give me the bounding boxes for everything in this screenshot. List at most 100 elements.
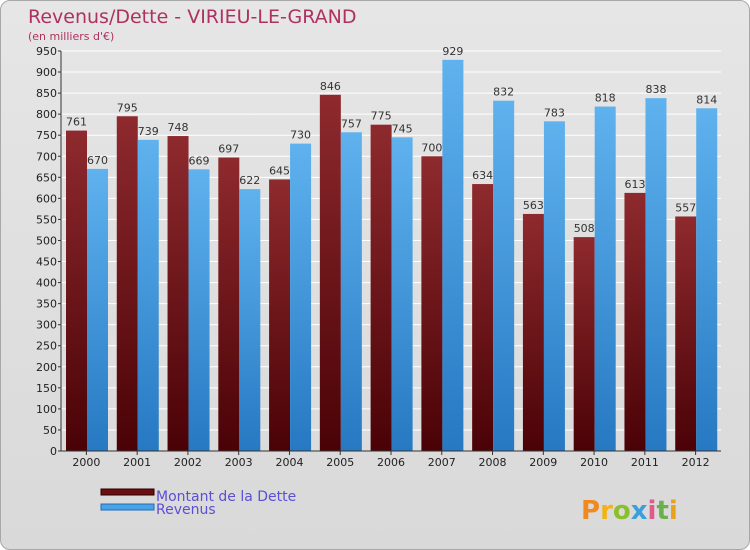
y-tick-label: 950 xyxy=(36,45,57,58)
data-label-debt: 795 xyxy=(117,101,138,114)
data-label-debt: 613 xyxy=(624,178,645,191)
y-tick-label: 50 xyxy=(43,424,57,437)
bar-revenus xyxy=(645,98,667,451)
bar-debt xyxy=(116,116,138,452)
bar-debt xyxy=(421,156,443,451)
axes xyxy=(58,50,721,455)
x-tick-label: 2000 xyxy=(72,456,100,469)
bar-debt xyxy=(319,94,341,451)
y-axis-ticks: 0 50 100 150 200 250 300 350 400 450 500 550 600 650 7… xyxy=(36,45,57,458)
data-label-revenus: 929 xyxy=(442,45,463,58)
data-label-debt: 557 xyxy=(675,201,696,214)
data-label-debt: 634 xyxy=(472,169,493,182)
legend-swatch-revenus xyxy=(100,503,155,511)
y-tick-label: 800 xyxy=(36,108,57,121)
x-tick-label: 2012 xyxy=(682,456,710,469)
y-tick-label: 550 xyxy=(36,213,57,226)
logo-text: Proxiti xyxy=(581,496,678,526)
y-tick-label: 350 xyxy=(36,298,57,311)
y-tick-label: 900 xyxy=(36,66,57,79)
bar-revenus xyxy=(696,108,718,452)
x-tick-label: 2010 xyxy=(580,456,608,469)
data-label-debt: 846 xyxy=(320,80,341,93)
data-label-revenus: 783 xyxy=(544,106,565,119)
y-tick-label: 300 xyxy=(36,319,57,332)
bar-revenus xyxy=(137,139,159,451)
data-label-revenus: 730 xyxy=(290,129,311,142)
data-label-revenus: 838 xyxy=(645,83,666,96)
bar-debt xyxy=(573,237,595,451)
bar-revenus xyxy=(594,106,616,451)
x-tick-label: 2003 xyxy=(225,456,253,469)
data-label-revenus: 622 xyxy=(239,174,260,187)
data-label-revenus: 739 xyxy=(138,125,159,138)
bar-debt xyxy=(522,213,544,451)
legend-label-revenus: Revenus xyxy=(156,502,216,518)
y-tick-label: 400 xyxy=(36,277,57,290)
y-tick-label: 250 xyxy=(36,340,57,353)
bar-revenus xyxy=(239,189,261,451)
bar-debt xyxy=(675,216,697,451)
bar-revenus xyxy=(493,100,515,452)
y-tick-label: 600 xyxy=(36,192,57,205)
data-label-debt: 563 xyxy=(523,199,544,212)
y-tick-label: 100 xyxy=(36,403,57,416)
bar-revenus xyxy=(442,59,464,452)
y-tick-label: 150 xyxy=(36,382,57,395)
bar-revenus xyxy=(543,121,565,451)
x-tick-label: 2004 xyxy=(275,456,303,469)
y-tick-label: 200 xyxy=(36,361,57,374)
y-tick-label: 0 xyxy=(50,445,57,458)
y-tick-label: 650 xyxy=(36,171,57,184)
data-label-revenus: 814 xyxy=(696,93,717,106)
x-tick-label: 2006 xyxy=(377,456,405,469)
y-tick-label: 450 xyxy=(36,256,57,269)
bar-revenus xyxy=(188,169,210,451)
data-label-revenus: 745 xyxy=(392,122,413,135)
proxiti-logo: Proxiti xyxy=(581,496,678,526)
data-label-revenus: 670 xyxy=(87,154,108,167)
legend: Montant de la Dette Revenus xyxy=(100,488,296,518)
bar-debt xyxy=(472,184,494,452)
bar-debt xyxy=(269,179,291,451)
legend-label-debt: Montant de la Dette xyxy=(156,489,296,505)
bar-debt xyxy=(370,124,392,452)
bar-debt xyxy=(167,136,189,452)
x-tick-label: 2007 xyxy=(428,456,456,469)
data-label-debt: 775 xyxy=(371,110,392,123)
legend-swatch-debt xyxy=(100,488,155,496)
data-label-revenus: 669 xyxy=(189,154,210,167)
x-tick-label: 2005 xyxy=(326,456,354,469)
x-tick-label: 2009 xyxy=(529,456,557,469)
bar-debt xyxy=(624,192,646,452)
bars xyxy=(66,59,718,452)
data-label-debt: 508 xyxy=(574,222,595,235)
bar-revenus xyxy=(87,168,108,452)
x-tick-label: 2011 xyxy=(631,456,659,469)
bar-revenus xyxy=(340,132,362,451)
y-tick-label: 750 xyxy=(36,129,57,142)
bar-revenus xyxy=(290,143,312,451)
data-label-debt: 697 xyxy=(218,143,239,156)
data-label-debt: 700 xyxy=(421,141,442,154)
data-label-revenus: 818 xyxy=(595,92,616,105)
y-tick-label: 500 xyxy=(36,234,57,247)
data-label-debt: 761 xyxy=(66,116,87,129)
x-axis-ticks: 2000 2001 2002 2003 2004 2005 2006 2007 2008 2009… xyxy=(72,456,709,469)
data-label-debt: 748 xyxy=(168,121,189,134)
x-tick-label: 2001 xyxy=(123,456,151,469)
data-label-debt: 645 xyxy=(269,164,290,177)
data-label-revenus: 832 xyxy=(493,86,514,99)
chart-title: Revenus/Dette - VIRIEU-LE-GRAND xyxy=(28,6,357,28)
data-label-revenus: 757 xyxy=(341,117,362,130)
chart-subtitle: (en milliers d'€) xyxy=(28,30,114,43)
x-tick-label: 2008 xyxy=(479,456,507,469)
x-tick-label: 2002 xyxy=(174,456,202,469)
bar-debt xyxy=(66,130,87,451)
y-tick-label: 700 xyxy=(36,150,57,163)
y-tick-label: 850 xyxy=(36,87,57,100)
bar-revenus xyxy=(391,137,413,451)
